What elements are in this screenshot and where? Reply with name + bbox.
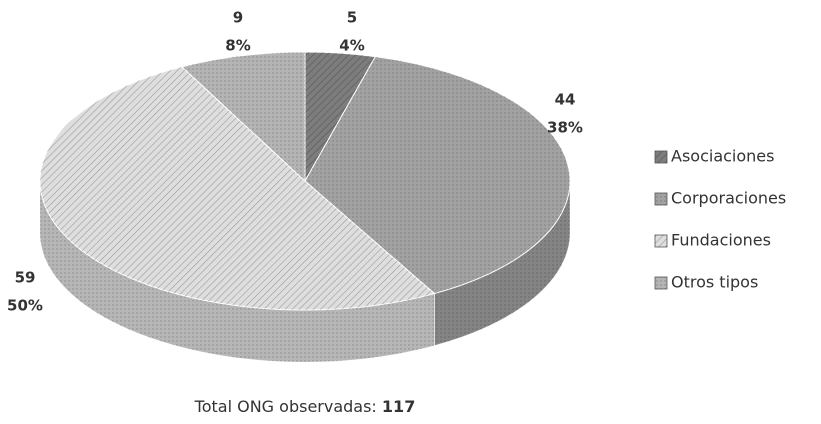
legend-swatch-texture: [655, 193, 667, 205]
slice-texture: [181, 52, 305, 181]
data-label-value: 9: [233, 9, 243, 27]
data-label-percent: 38%: [547, 119, 583, 137]
data-label-value: 44: [555, 91, 576, 109]
legend-swatch-texture: [655, 151, 667, 163]
total-label: Total ONG observadas:: [194, 397, 377, 416]
total-text: Total ONG observadas: 117: [194, 397, 416, 416]
pie: [39, 51, 571, 363]
legend-label: Asociaciones: [671, 147, 774, 166]
data-label-percent: 50%: [7, 297, 43, 315]
slice-texture: [305, 56, 570, 294]
data-label-percent: 8%: [225, 37, 250, 55]
data-label-value: 5: [347, 9, 357, 27]
legend-swatch-texture: [655, 277, 667, 289]
legend-label: Corporaciones: [671, 189, 786, 208]
data-label-percent: 4%: [339, 37, 364, 55]
legend-swatch-texture: [655, 235, 667, 247]
data-label-value: 59: [15, 269, 36, 287]
slice-texture: [305, 52, 376, 181]
side-texture: [434, 181, 570, 346]
slice-texture: [39, 66, 435, 311]
legend-label: Otros tipos: [671, 273, 758, 292]
legend-label: Fundaciones: [671, 231, 771, 250]
side-texture: [40, 181, 435, 362]
total-value: 117: [382, 397, 415, 416]
